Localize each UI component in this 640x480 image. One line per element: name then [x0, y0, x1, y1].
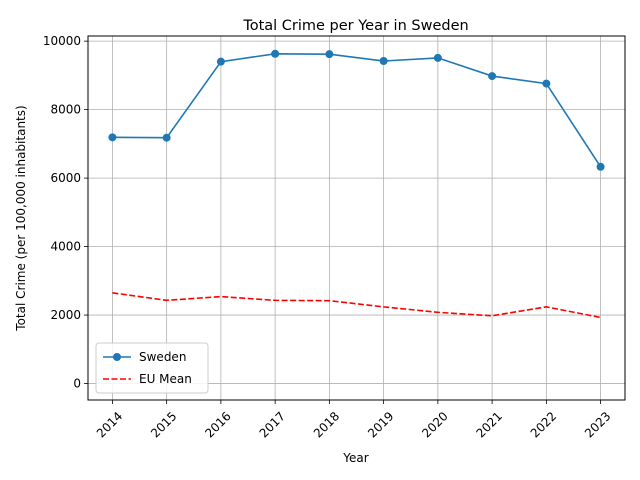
- data-point: [433, 53, 442, 62]
- data-point: [325, 50, 334, 59]
- y-tick-label: 6000: [50, 171, 81, 185]
- legend-label: EU Mean: [139, 372, 192, 386]
- y-axis-label: Total Crime (per 100,000 inhabitants): [14, 105, 28, 331]
- data-point: [162, 133, 171, 142]
- y-axis-ticks: 0 2000 4000 6000 8000 10000: [43, 34, 88, 391]
- y-tick-label: 2000: [50, 308, 81, 322]
- chart-title: Total Crime per Year in Sweden: [242, 18, 468, 34]
- data-point: [271, 49, 280, 58]
- data-point: [379, 56, 388, 65]
- series-layer: [108, 49, 605, 319]
- y-tick-label: 10000: [43, 34, 81, 48]
- data-point: [108, 133, 117, 142]
- legend: Sweden EU Mean: [95, 342, 209, 394]
- y-tick-label: 0: [73, 377, 81, 391]
- data-point: [596, 162, 605, 171]
- series-line-1: [112, 292, 601, 319]
- y-tick-label: 4000: [50, 240, 81, 254]
- legend-box: [95, 342, 209, 394]
- plot-frame: [87, 35, 626, 401]
- axes: [87, 35, 626, 401]
- y-tick-label: 8000: [50, 103, 81, 117]
- x-axis-label: Year: [342, 451, 368, 465]
- data-point: [542, 79, 551, 88]
- series-line-0: [112, 53, 602, 168]
- data-point: [488, 72, 497, 81]
- data-point: [216, 57, 225, 66]
- legend-marker: [113, 353, 121, 361]
- legend-label: Sweden: [139, 350, 186, 364]
